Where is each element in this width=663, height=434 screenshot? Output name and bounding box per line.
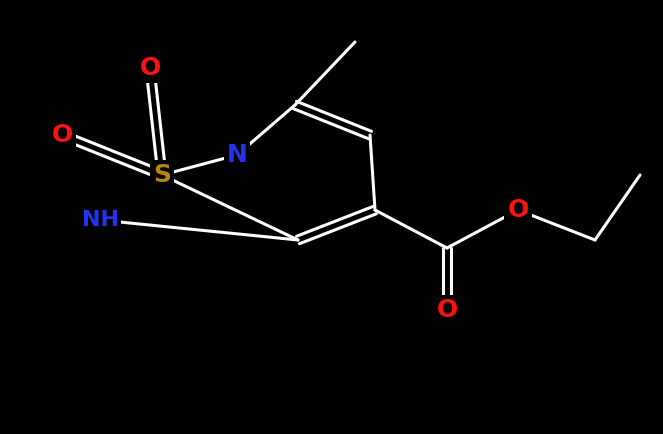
Text: S: S [153, 163, 171, 187]
Text: O: O [507, 198, 528, 222]
Text: O: O [139, 56, 160, 80]
Text: N: N [227, 143, 247, 167]
Text: O: O [51, 123, 73, 147]
Text: NH: NH [82, 210, 119, 230]
Text: O: O [436, 298, 457, 322]
